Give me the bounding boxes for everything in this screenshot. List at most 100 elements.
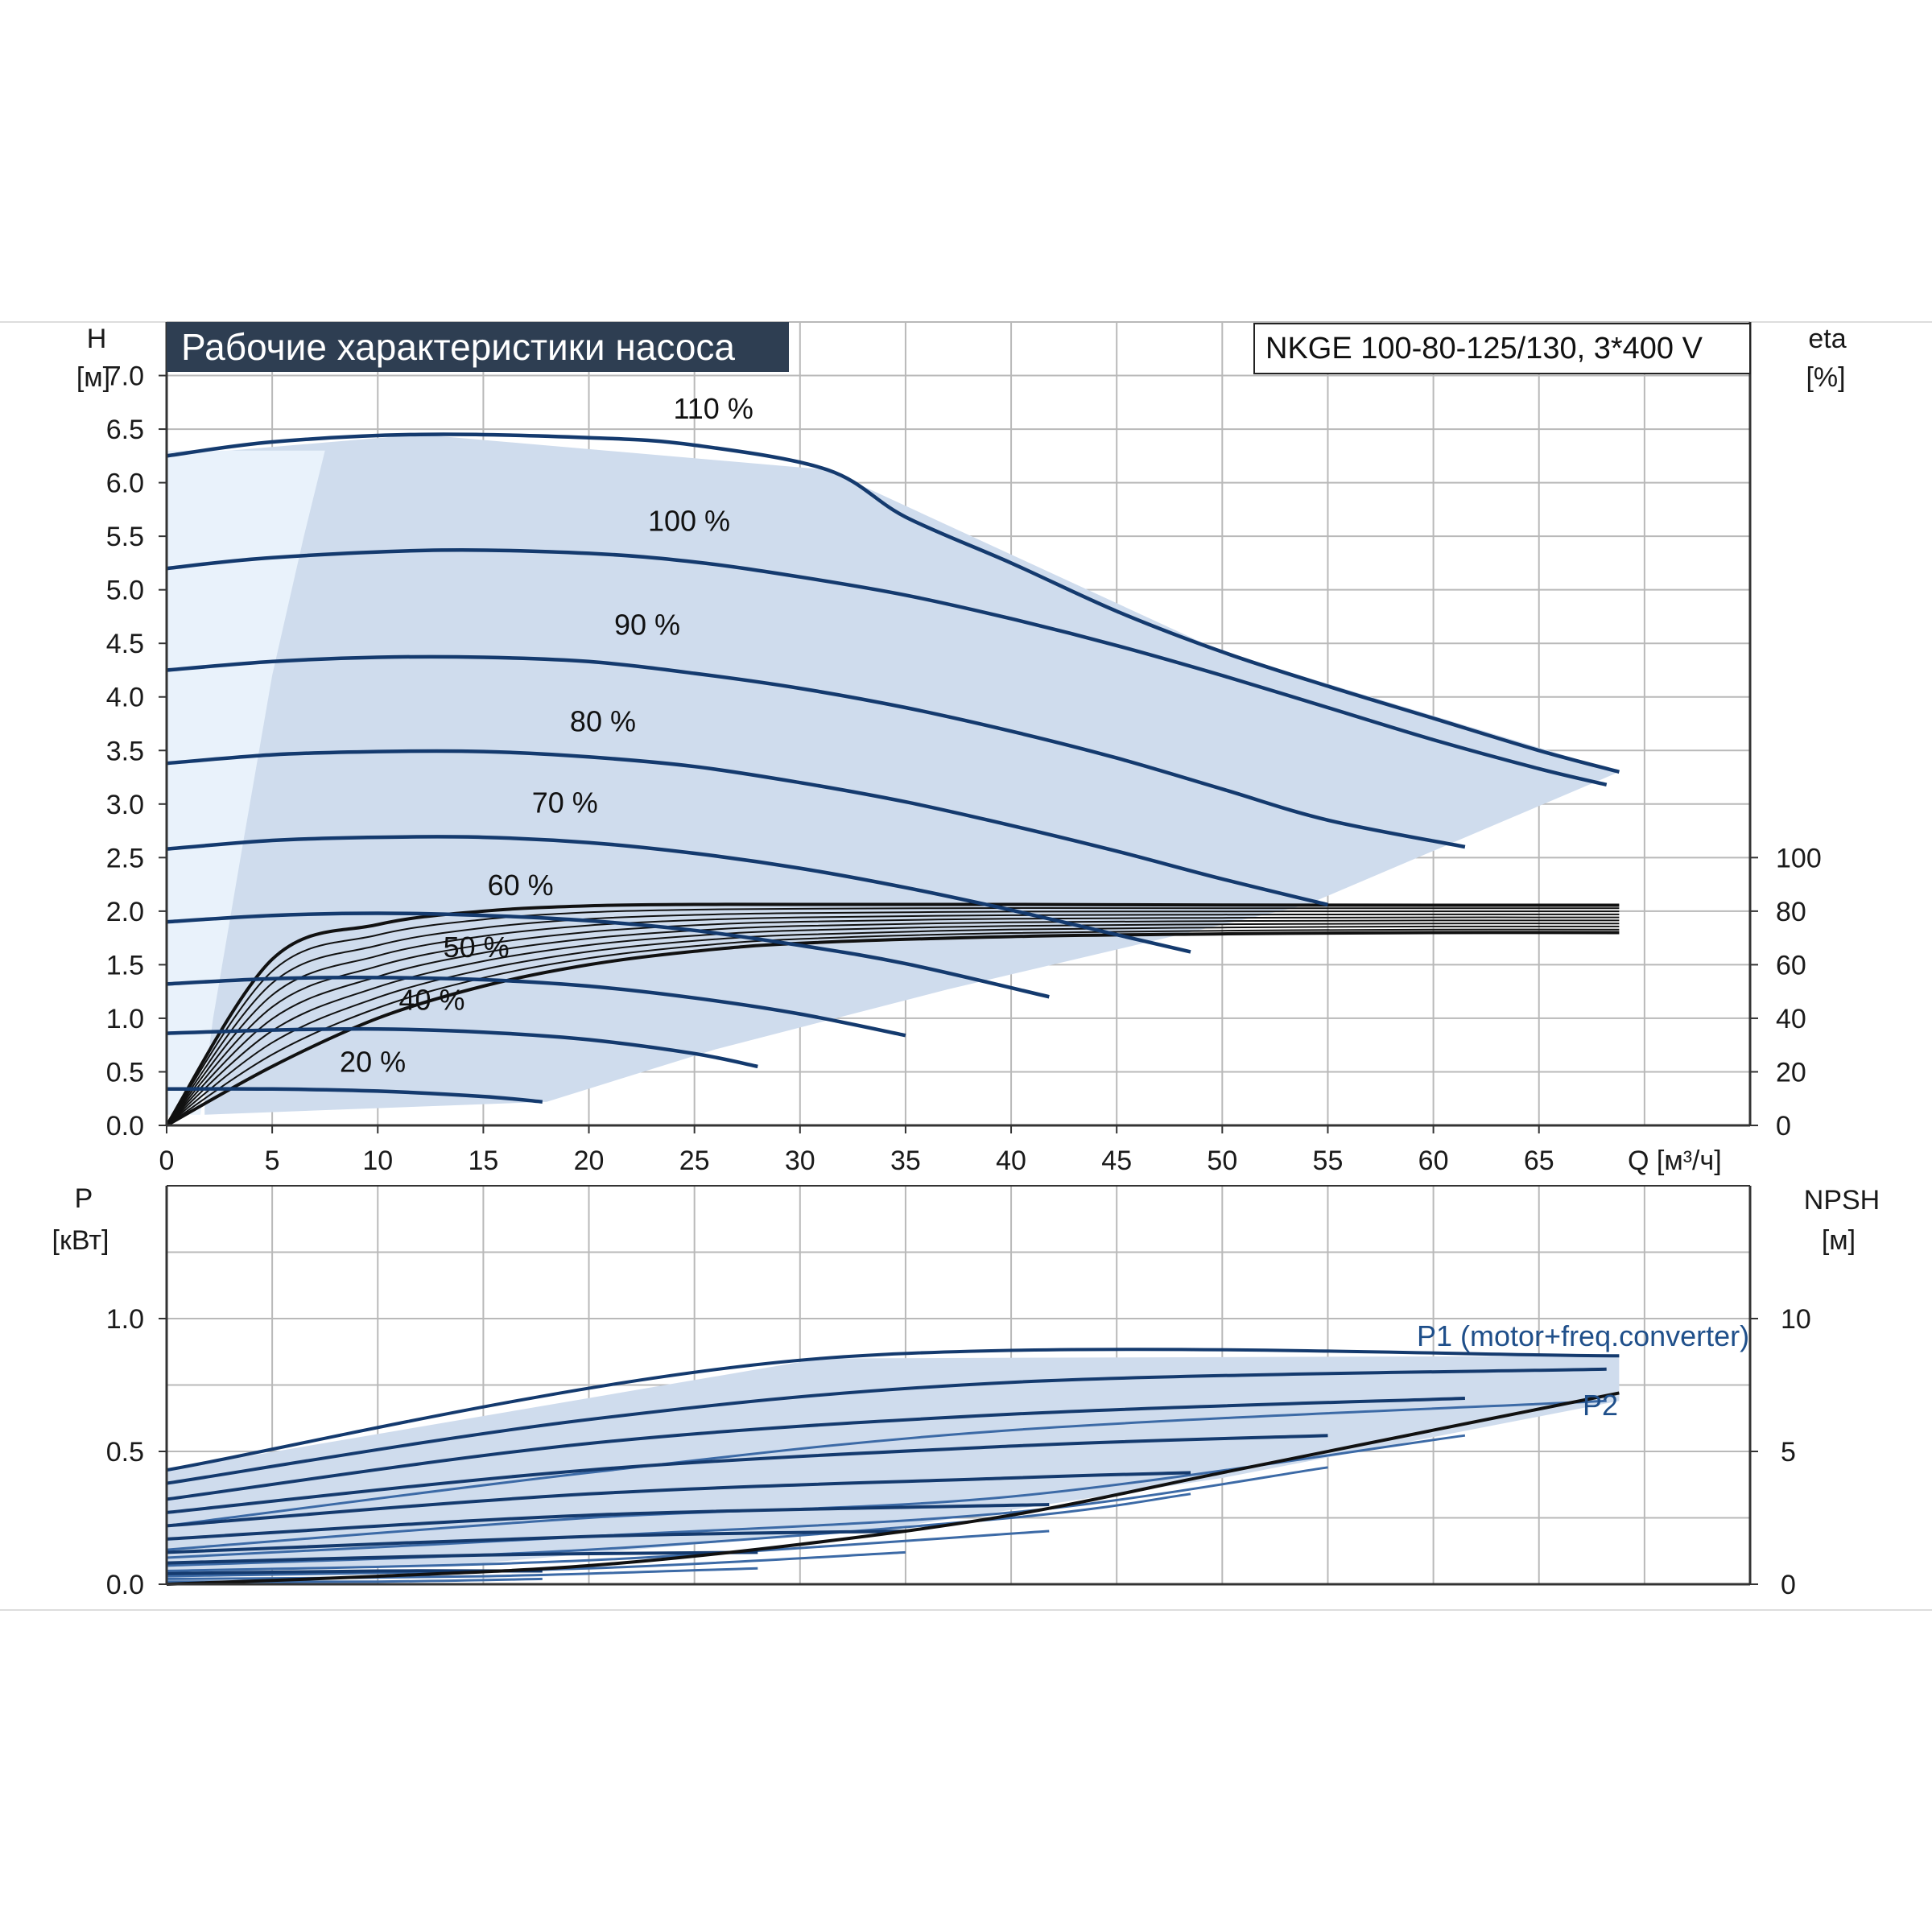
- q-tick-label: 5: [265, 1146, 280, 1176]
- head-curve-label: 80 %: [570, 704, 636, 737]
- efficiency-curve: [166, 910, 1620, 1126]
- eta-tick-label: 20: [1776, 1057, 1806, 1088]
- h-axis-unit: [м]: [76, 362, 110, 393]
- p2-curve: [166, 1492, 1191, 1567]
- power-y-tick-label: 0.0: [106, 1570, 144, 1600]
- head-y-tick-label: 3.0: [106, 790, 144, 820]
- p2-curve: [166, 1550, 906, 1578]
- head-y-tick-label: 7.0: [106, 361, 144, 392]
- q-tick-label: 35: [890, 1146, 921, 1176]
- head-curve-label: 70 %: [532, 786, 598, 819]
- eta-axis-unit: [%]: [1806, 362, 1845, 393]
- p1-curve: [166, 1397, 1465, 1501]
- model-label: NKGE 100-80-125/130, 3*400 V: [1265, 332, 1703, 365]
- head-y-tick-label: 4.0: [106, 683, 144, 713]
- efficiency-curve: [166, 928, 1620, 1126]
- head-curve: [166, 432, 1620, 774]
- p2-curve: [166, 1399, 1607, 1527]
- head-curve-label: 100 %: [648, 504, 730, 537]
- head-curve-label: 50 %: [444, 931, 510, 964]
- head-y-tick-label: 1.5: [106, 950, 144, 980]
- head-y-tick-label: 0.5: [106, 1057, 144, 1088]
- eta-axis-symbol: eta: [1808, 324, 1846, 354]
- q-axis-label: Q [м³/ч]: [1628, 1146, 1722, 1176]
- low-flow-area: [167, 450, 325, 1115]
- eta-tick-label: 80: [1776, 897, 1806, 927]
- q-tick-label: 60: [1418, 1146, 1449, 1176]
- q-tick-label: 15: [468, 1146, 498, 1176]
- head-y-tick-label: 6.5: [106, 415, 144, 445]
- power-y-tick-label: 0.5: [106, 1437, 144, 1468]
- p1-curve: [166, 1348, 1620, 1472]
- efficiency-curve: [166, 931, 1620, 1127]
- head-curve: [166, 976, 906, 1038]
- eta-tick-label: 40: [1776, 1004, 1806, 1034]
- head-y-tick-label: 6.0: [106, 469, 144, 499]
- p2-curve: [166, 1567, 758, 1580]
- head-curve: [166, 654, 1466, 849]
- p1-curve: [166, 1471, 1191, 1528]
- p1-curve: [166, 1434, 1328, 1514]
- head-curve: [166, 911, 1050, 999]
- head-y-tick-label: 2.0: [106, 897, 144, 927]
- operating-area: [167, 434, 1620, 1115]
- npsh-tick-label: 5: [1781, 1437, 1796, 1468]
- head-curve: [166, 835, 1191, 954]
- efficiency-curve: [165, 902, 1620, 1127]
- head-y-tick-label: 1.0: [106, 1004, 144, 1034]
- head-plot: 110 % 100 % 90 % 80 % 70 % 60 % 50 % 40 % 20 % 0.…: [106, 321, 1822, 1176]
- npsh-axis-unit: [м]: [1822, 1225, 1856, 1256]
- chart-title: Рабочие характеристики насоса: [181, 326, 735, 368]
- q-tick-label: 50: [1207, 1146, 1237, 1176]
- p1-curve: [166, 1530, 906, 1554]
- head-y-tick-label: 5.0: [106, 576, 144, 606]
- head-y-tick-label: 2.5: [106, 843, 144, 873]
- title-banner: [167, 322, 789, 372]
- head-curve-label: 40 %: [398, 983, 464, 1016]
- head-curve: [166, 749, 1329, 907]
- efficiency-curve: [166, 925, 1620, 1126]
- p1-label: P1 (motor+freq.converter): [1417, 1319, 1749, 1352]
- q-tick-label: 55: [1313, 1146, 1344, 1176]
- p2-curve: [166, 1466, 1328, 1559]
- h-axis-symbol: H: [87, 324, 107, 354]
- head-curve: [166, 1087, 543, 1104]
- efficiency-curve: [166, 916, 1620, 1126]
- model-box: [1253, 323, 1751, 374]
- p1-curve: [166, 1550, 758, 1565]
- eta-tick-label: 0: [1776, 1111, 1791, 1141]
- power-y-tick-label: 1.0: [106, 1304, 144, 1335]
- efficiency-curve: [166, 906, 1620, 1126]
- q-tick-label: 65: [1524, 1146, 1554, 1176]
- q-tick-label: 40: [996, 1146, 1026, 1176]
- p2-curve: [166, 1530, 1050, 1572]
- npsh-tick-label: 0: [1781, 1570, 1796, 1600]
- head-curve-label: 110 %: [673, 392, 753, 425]
- q-tick-label: 20: [574, 1146, 605, 1176]
- efficiency-curve: [166, 913, 1620, 1126]
- head-curve-label: 20 %: [340, 1045, 406, 1078]
- npsh-tick-label: 10: [1781, 1304, 1811, 1335]
- head-y-tick-label: 5.5: [106, 522, 144, 552]
- npsh-curve: [166, 1391, 1620, 1586]
- npsh-axis-symbol: NPSH: [1804, 1185, 1880, 1216]
- p1-curve: [166, 1367, 1607, 1485]
- head-curve: [166, 547, 1608, 786]
- head-y-tick-label: 0.0: [106, 1111, 144, 1141]
- head-curve: [166, 1026, 758, 1069]
- head-y-tick-label: 3.5: [106, 736, 144, 766]
- efficiency-curve: [166, 923, 1620, 1126]
- head-curve-label: 90 %: [614, 609, 680, 642]
- p-axis-unit: [кВт]: [52, 1225, 109, 1256]
- q-tick-label: 25: [679, 1146, 710, 1176]
- eta-tick-label: 60: [1776, 950, 1806, 980]
- head-curve-label: 60 %: [488, 869, 554, 902]
- q-tick-label: 45: [1101, 1146, 1132, 1176]
- head-y-tick-label: 4.5: [106, 629, 144, 659]
- q-tick-label: 30: [785, 1146, 815, 1176]
- power-plot: 0.0 0.5 1.0 0 5 10 P1 (motor+freq.converter) P2: [106, 1185, 1811, 1600]
- eta-tick-label: 100: [1776, 843, 1822, 873]
- p1-curve: [166, 1503, 1050, 1541]
- q-tick-label: 0: [159, 1146, 175, 1176]
